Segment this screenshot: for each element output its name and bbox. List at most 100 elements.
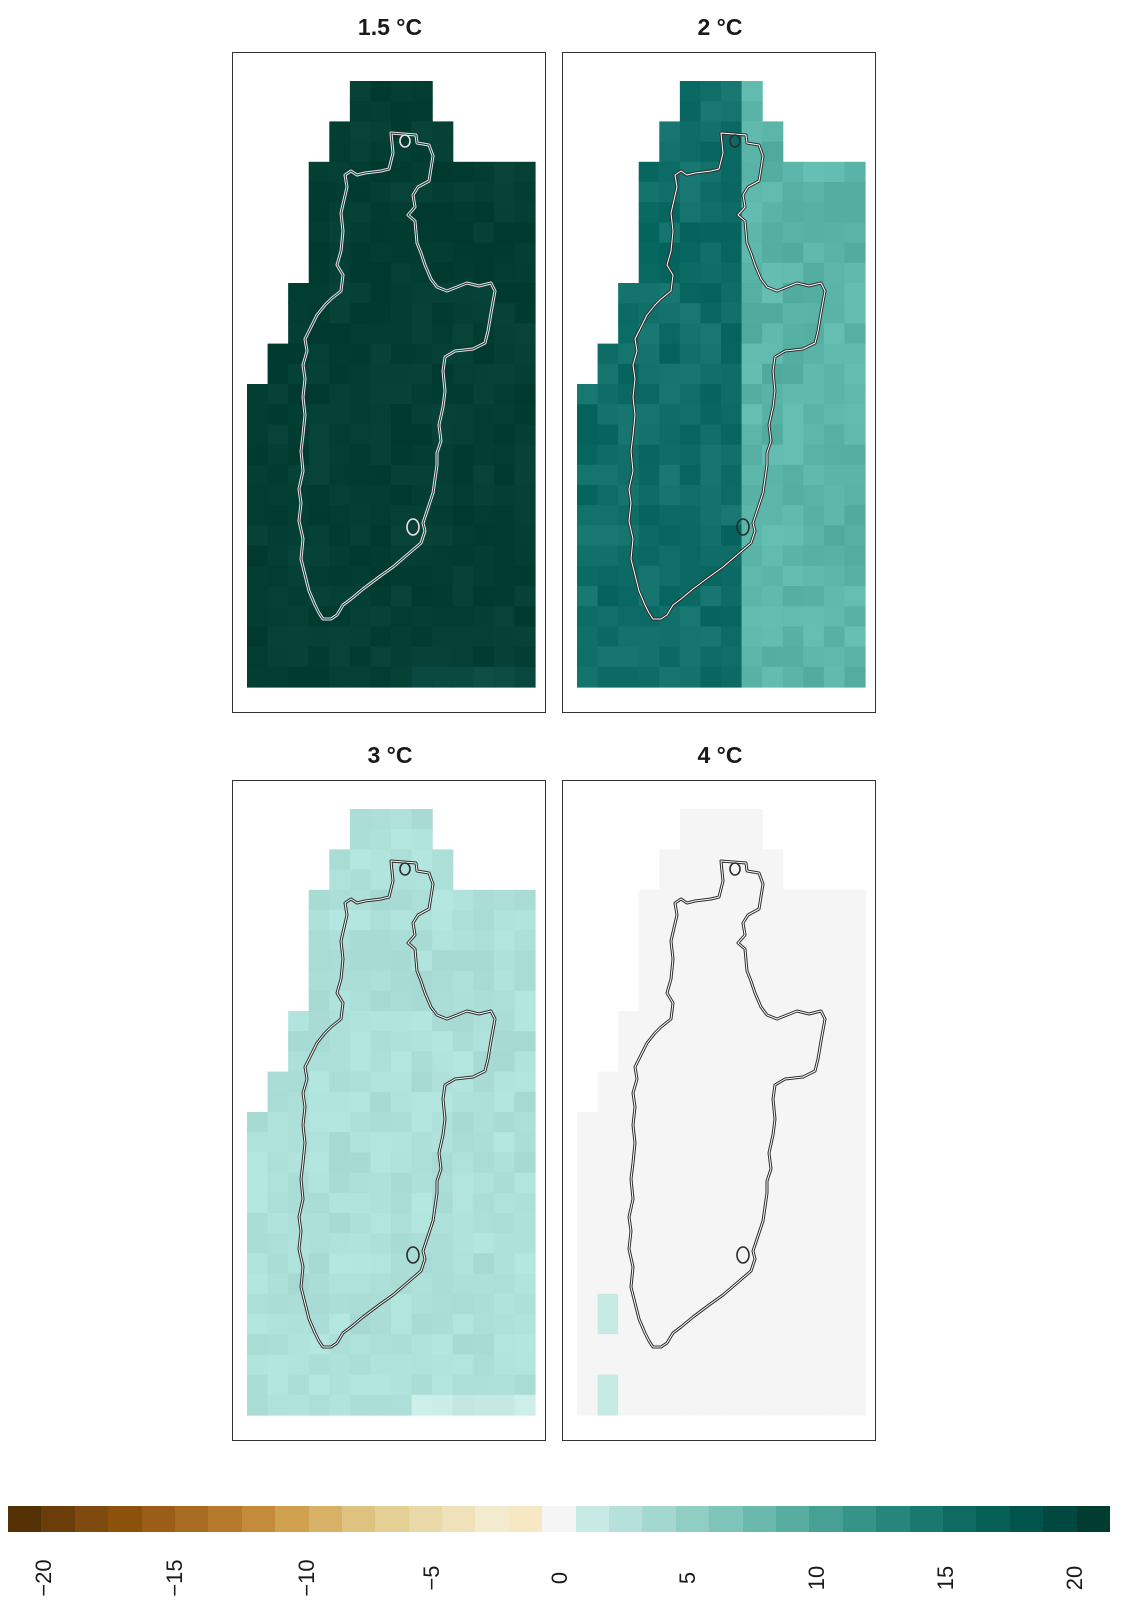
raster-cell xyxy=(679,1071,702,1093)
raster-cell xyxy=(349,809,372,830)
raster-cell xyxy=(762,485,784,506)
raster-cell xyxy=(679,1152,702,1174)
raster-cell xyxy=(288,606,310,627)
raster-cell xyxy=(391,81,413,102)
raster-cell xyxy=(329,1233,351,1254)
raster-cell xyxy=(741,283,763,304)
raster-cell xyxy=(452,404,474,425)
raster-cell xyxy=(659,869,681,891)
raster-cell xyxy=(432,930,454,951)
raster-cell xyxy=(803,1071,825,1093)
raster-cell xyxy=(823,303,846,324)
raster-cell xyxy=(638,950,660,972)
colorbar-tick-label: −5 xyxy=(419,1565,444,1591)
raster-cell xyxy=(329,525,351,547)
raster-cell xyxy=(721,626,743,648)
raster-cell xyxy=(782,970,804,992)
raster-cell xyxy=(679,809,702,830)
raster-cell xyxy=(308,990,330,1012)
raster-cell xyxy=(721,1314,743,1335)
raster-cell xyxy=(370,424,392,446)
raster-cell xyxy=(370,121,392,143)
raster-cell xyxy=(308,242,330,264)
raster-cell xyxy=(844,1172,866,1194)
raster-cell xyxy=(618,424,640,446)
raster-cell xyxy=(844,1071,866,1093)
raster-cell xyxy=(638,1152,660,1174)
raster-cell xyxy=(577,1253,599,1275)
region-boundary xyxy=(298,860,496,1348)
raster-cell xyxy=(823,1253,846,1275)
raster-cell xyxy=(618,1273,640,1295)
raster-cell xyxy=(247,464,269,486)
raster-cell xyxy=(391,384,413,405)
raster-cell xyxy=(432,1071,454,1093)
raster-cell xyxy=(493,666,516,688)
raster-cell xyxy=(308,161,330,183)
raster-cell xyxy=(823,666,846,688)
raster-cell xyxy=(514,1334,536,1355)
raster-cell xyxy=(700,849,722,871)
raster-cell xyxy=(514,525,536,547)
raster-cell xyxy=(762,1152,784,1174)
raster-cell xyxy=(803,343,825,365)
raster-cell xyxy=(329,323,351,345)
raster-cell xyxy=(782,1071,804,1093)
raster-cell xyxy=(329,1334,351,1355)
raster-cell xyxy=(721,1213,743,1234)
raster-cell xyxy=(349,1233,372,1254)
raster-cell xyxy=(493,262,516,284)
raster-cell xyxy=(452,950,474,972)
raster-cell xyxy=(782,303,804,324)
raster-cell xyxy=(782,485,804,506)
raster-cell xyxy=(493,464,516,486)
raster-cell xyxy=(782,384,804,405)
raster-cell xyxy=(679,1314,702,1335)
raster-cell xyxy=(514,1071,536,1093)
raster-cell xyxy=(823,1293,846,1315)
raster-cell xyxy=(514,1172,536,1194)
raster-cell xyxy=(473,444,495,466)
raster-cell xyxy=(844,586,866,607)
raster-cell xyxy=(473,626,495,648)
raster-cell xyxy=(411,1112,433,1133)
raster-cell xyxy=(679,889,702,911)
raster-cell xyxy=(370,545,392,567)
raster-cell xyxy=(452,889,474,911)
raster-cell xyxy=(823,545,846,567)
raster-cell xyxy=(329,666,351,688)
raster-cell xyxy=(514,202,536,223)
raster-cell xyxy=(308,404,330,425)
raster-cell xyxy=(823,1192,846,1214)
raster-cell xyxy=(844,1152,866,1174)
raster-cell xyxy=(349,1132,372,1153)
raster-cell xyxy=(473,1233,495,1254)
raster-cell xyxy=(638,404,660,425)
raster-cell xyxy=(391,1091,413,1113)
raster-cell xyxy=(803,889,825,911)
raster-cell xyxy=(597,1071,619,1093)
raster-cell xyxy=(638,646,660,668)
raster-cell xyxy=(267,565,289,587)
raster-cell xyxy=(288,626,310,648)
raster-cell xyxy=(721,262,743,284)
raster-cell xyxy=(432,121,454,143)
raster-cell xyxy=(803,505,825,526)
raster-cell xyxy=(267,424,289,446)
raster-cell xyxy=(823,363,846,385)
raster-cell xyxy=(432,242,454,264)
raster-cell xyxy=(659,565,681,587)
raster-cell xyxy=(514,606,536,627)
raster-cell xyxy=(247,505,269,526)
raster-cell xyxy=(679,1132,702,1153)
raster-cell xyxy=(782,1132,804,1153)
raster-cell xyxy=(700,424,722,446)
raster-cell xyxy=(844,485,866,506)
raster-cell xyxy=(782,262,804,284)
raster-cell xyxy=(700,303,722,324)
raster-cell xyxy=(638,990,660,1012)
raster-cell xyxy=(308,485,330,506)
raster-cell xyxy=(844,1091,866,1113)
raster-cell xyxy=(762,525,784,547)
raster-cell xyxy=(638,1253,660,1275)
